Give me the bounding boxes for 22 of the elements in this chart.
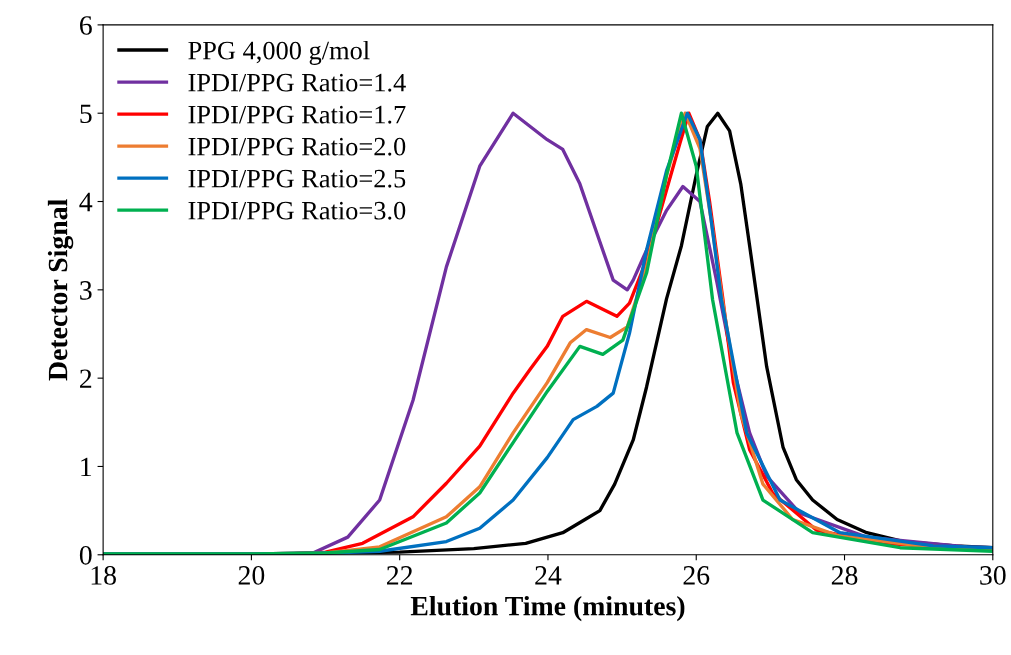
x-tick-label: 22 xyxy=(387,566,413,585)
legend-label: IPDI/PPG Ratio=1.4 xyxy=(188,73,406,92)
x-tick-label: 30 xyxy=(980,566,1006,585)
legend-label: IPDI/PPG Ratio=3.0 xyxy=(188,201,406,220)
y-tick-label: 0 xyxy=(79,545,92,565)
y-axis-title: Detector Signal xyxy=(47,199,74,381)
y-tick-label: 3 xyxy=(80,281,92,300)
y-tick-label: 5 xyxy=(80,104,92,124)
y-tick-label: 6 xyxy=(80,16,92,35)
y-tick-label: 4 xyxy=(79,192,93,212)
x-tick-label: 26 xyxy=(683,566,710,585)
legend-label: PPG 4,000 g/mol xyxy=(188,40,370,65)
legend-label: IPDI/PPG Ratio=1.7 xyxy=(188,105,406,124)
y-tick-label: 2 xyxy=(80,369,92,388)
legend-label: IPDI/PPG Ratio=2.5 xyxy=(188,169,406,188)
x-tick-label: 28 xyxy=(831,566,858,585)
y-tick-label: 1 xyxy=(81,457,92,477)
x-tick-label: 24 xyxy=(535,566,562,585)
legend-label: IPDI/PPG Ratio=2.0 xyxy=(188,137,406,156)
x-tick-label: 18 xyxy=(91,566,116,585)
x-tick-label: 20 xyxy=(238,566,265,585)
x-axis-title: Elution Time (minutes) xyxy=(410,595,685,622)
